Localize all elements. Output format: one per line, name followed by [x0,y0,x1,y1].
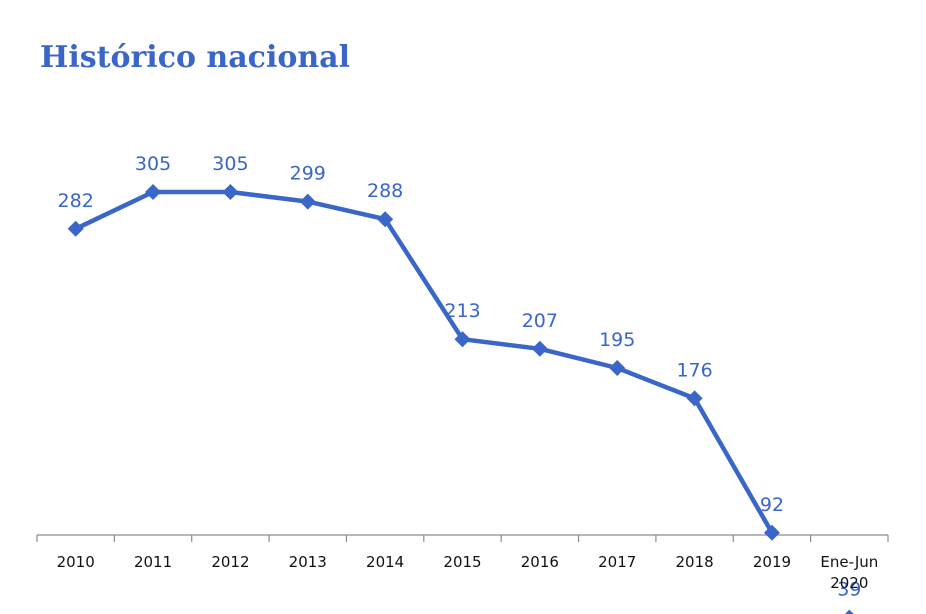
data-label: 305 [135,153,171,175]
data-label: 207 [522,310,558,332]
data-label: 176 [676,359,712,381]
data-point-marker [67,220,84,237]
data-point-marker [145,184,162,200]
x-tick-label: Ene-Jun 2020 [820,553,878,592]
data-label: 213 [444,300,480,322]
x-tick-label: 2013 [289,553,327,571]
data-point-marker [844,609,854,614]
data-label: 195 [599,329,635,351]
data-point-marker [763,524,780,541]
x-tick-label: 2015 [443,553,481,571]
data-label: 305 [212,153,248,175]
chart-title: Histórico nacional [40,40,350,75]
data-label: 92 [760,494,784,516]
data-point-marker [377,211,394,228]
data-label: 288 [367,180,403,202]
data-point-marker [686,390,703,407]
data-label: 39 [837,579,861,601]
x-tick-label: 2012 [211,553,249,571]
x-tick-label: 2014 [366,553,404,571]
data-point-marker [299,193,316,210]
x-tick-label: 2011 [134,553,172,571]
data-point-marker [609,360,626,376]
x-tick-label: 2017 [598,553,636,571]
data-label: 299 [290,163,326,185]
data-point-marker [531,340,548,357]
x-tick-label: 2010 [57,553,95,571]
data-point-marker [454,331,471,348]
x-tick-label: 2018 [675,553,713,571]
series-line [74,189,774,534]
x-tick-label: 2016 [521,553,559,571]
data-label: 282 [58,190,94,212]
x-tick-label: 2019 [753,553,791,571]
data-point-marker [222,184,239,200]
